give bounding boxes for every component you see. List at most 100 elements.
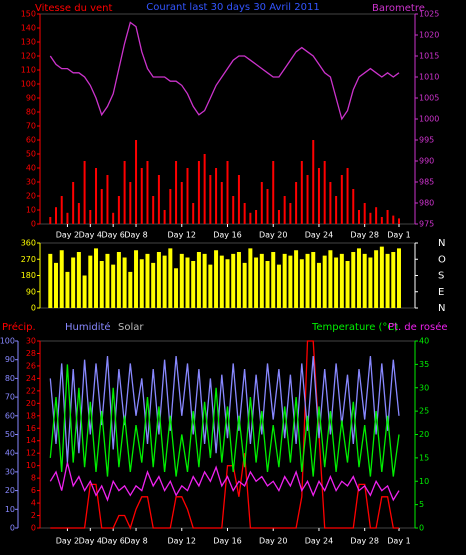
- y3-tick-label: 16: [26, 424, 36, 433]
- y-tick-label: 40: [26, 164, 36, 173]
- x-tick-label: Day 20: [259, 231, 288, 240]
- y-tick-label: 30: [26, 178, 36, 187]
- y2-tick-label: N: [438, 238, 445, 249]
- y-tick-label: 30: [5, 467, 15, 476]
- series-line: [49, 355, 400, 463]
- y-tick-label: 60: [26, 136, 36, 145]
- x-tick-label: Day 6: [101, 231, 124, 240]
- y2-tick-label: 5: [419, 500, 424, 509]
- x-tick-label: Day 2: [56, 231, 79, 240]
- y3-tick-label: 20: [26, 399, 36, 408]
- y3-tick-label: 18: [26, 411, 36, 420]
- y-tick-label: 0: [31, 220, 36, 229]
- y2-tick-label: 1000: [419, 115, 439, 124]
- x-tick-label: Day 4: [79, 231, 102, 240]
- y2-tick-label: 15: [419, 453, 429, 462]
- x-tick-label: Day 16: [213, 537, 242, 546]
- x-tick-label: Day 8: [124, 537, 147, 546]
- y3-tick-label: 0: [31, 524, 36, 533]
- series-name: Vitesse du vent: [35, 3, 112, 14]
- y-tick-label: 40: [5, 449, 15, 458]
- x-tick-label: Day 16: [213, 231, 242, 240]
- series-line: [49, 21, 400, 121]
- y-tick-label: 100: [21, 80, 36, 89]
- y-tick-label: 70: [5, 393, 15, 402]
- x-tick-label: Day 24: [305, 537, 334, 546]
- y-tick-label: 90: [5, 355, 15, 364]
- y2-tick-label: O: [438, 254, 446, 265]
- y3-tick-label: 28: [26, 349, 36, 358]
- y3-tick-label: 22: [26, 386, 36, 395]
- y-tick-label: 150: [21, 10, 36, 19]
- y3-tick-label: 10: [26, 461, 36, 470]
- y-tick-label: 50: [26, 150, 36, 159]
- y-tick-label: 60: [5, 411, 15, 420]
- y2-tick-label: 25: [419, 407, 429, 416]
- y2-tick-label: 990: [419, 157, 434, 166]
- y2-tick-label: 30: [419, 383, 429, 392]
- series-line: [49, 462, 400, 502]
- x-tick-label: Day 8: [124, 231, 147, 240]
- x-tick-label: Day 6: [101, 537, 124, 546]
- x-tick-label: Day 4: [79, 537, 102, 546]
- y2-tick-label: 985: [419, 178, 434, 187]
- y2-tick-label: 35: [419, 360, 429, 369]
- x-tick-label: Day 12: [168, 537, 197, 546]
- y2-tick-label: 40: [419, 337, 429, 346]
- x-tick-label: Day 28: [350, 231, 379, 240]
- series-name: Temperature (°C): [311, 322, 398, 333]
- y-tick-label: 0: [31, 304, 36, 313]
- y-tick-label: 20: [5, 486, 15, 495]
- y3-tick-label: 26: [26, 361, 36, 370]
- y2-tick-label: 1025: [419, 10, 439, 19]
- y-tick-label: 20: [26, 192, 36, 201]
- y-tick-label: 90: [26, 287, 36, 296]
- y2-tick-label: E: [438, 287, 444, 298]
- y-tick-label: 10: [5, 505, 15, 514]
- y-tick-label: 180: [21, 271, 36, 280]
- y3-tick-label: 4: [31, 499, 36, 508]
- series-line: [50, 340, 399, 530]
- series-name: Précip.: [2, 321, 36, 333]
- y3-tick-label: 30: [26, 337, 36, 346]
- y3-tick-label: 8: [31, 474, 36, 483]
- chart-title: Courant last 30 days 30 Avril 2011: [146, 2, 319, 13]
- y-tick-label: 90: [26, 94, 36, 103]
- y2-tick-label: 1010: [419, 73, 439, 82]
- series-name: Barometre: [372, 3, 425, 14]
- y3-tick-label: 6: [31, 486, 36, 495]
- y-tick-label: 140: [21, 24, 36, 33]
- x-tick-label: Day 28: [350, 537, 379, 546]
- y2-tick-label: N: [438, 303, 445, 314]
- y3-tick-label: 2: [31, 511, 36, 520]
- y2-tick-label: 975: [419, 220, 434, 229]
- y-tick-label: 360: [21, 239, 36, 248]
- y2-tick-label: 995: [419, 136, 434, 145]
- y-tick-label: 10: [26, 206, 36, 215]
- y3-tick-label: 14: [26, 436, 36, 445]
- x-tick-label: Day 24: [305, 231, 334, 240]
- y-tick-label: 0: [10, 524, 15, 533]
- series-line: [49, 364, 400, 477]
- y2-tick-label: 0: [419, 524, 424, 533]
- y-tick-label: 120: [21, 52, 36, 61]
- series-name: Pt. de rosée: [388, 321, 448, 333]
- y-tick-label: 270: [21, 255, 36, 264]
- y2-tick-label: 10: [419, 477, 429, 486]
- y2-tick-label: 980: [419, 199, 434, 208]
- y-tick-label: 70: [26, 122, 36, 131]
- y-tick-label: 50: [5, 430, 15, 439]
- x-tick-label: Day 1: [387, 537, 410, 546]
- series-name: Humidité: [65, 321, 111, 333]
- y2-tick-label: 1020: [419, 31, 439, 40]
- y2-tick-label: 1015: [419, 52, 439, 61]
- y-tick-label: 130: [21, 38, 36, 47]
- y-tick-label: 80: [5, 374, 15, 383]
- y-tick-label: 110: [21, 66, 36, 75]
- y3-tick-label: 12: [26, 449, 36, 458]
- y-tick-label: 80: [26, 108, 36, 117]
- x-tick-label: Day 20: [259, 537, 288, 546]
- x-tick-label: Day 1: [387, 231, 410, 240]
- y-tick-label: 100: [0, 337, 15, 346]
